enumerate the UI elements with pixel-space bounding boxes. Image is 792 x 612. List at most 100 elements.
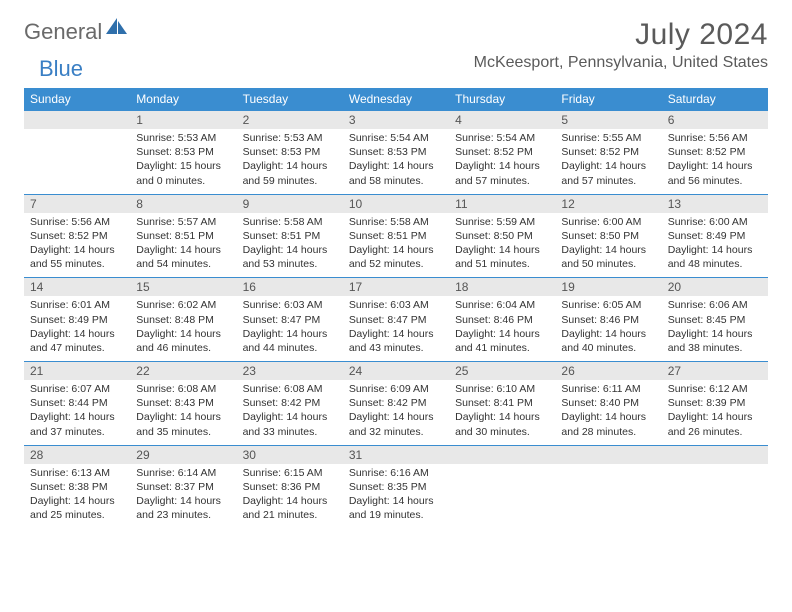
- daylight-text: Daylight: 14 hours and 35 minutes.: [136, 410, 230, 438]
- calendar-cell: 4Sunrise: 5:54 AMSunset: 8:52 PMDaylight…: [449, 110, 555, 194]
- day-body: Sunrise: 6:03 AMSunset: 8:47 PMDaylight:…: [343, 296, 449, 361]
- day-body: Sunrise: 5:56 AMSunset: 8:52 PMDaylight:…: [662, 129, 768, 194]
- sunrise-text: Sunrise: 5:56 AM: [668, 131, 762, 145]
- daylight-text: Daylight: 14 hours and 21 minutes.: [243, 494, 337, 522]
- daylight-text: Daylight: 14 hours and 30 minutes.: [455, 410, 549, 438]
- day-body: [662, 464, 768, 520]
- calendar-row: 7Sunrise: 5:56 AMSunset: 8:52 PMDaylight…: [24, 194, 768, 278]
- day-number: 12: [555, 194, 661, 213]
- sunrise-text: Sunrise: 6:16 AM: [349, 466, 443, 480]
- calendar-cell: 18Sunrise: 6:04 AMSunset: 8:46 PMDayligh…: [449, 277, 555, 361]
- sunset-text: Sunset: 8:38 PM: [30, 480, 124, 494]
- day-body: Sunrise: 6:08 AMSunset: 8:43 PMDaylight:…: [130, 380, 236, 445]
- day-number: 22: [130, 361, 236, 380]
- sunset-text: Sunset: 8:51 PM: [243, 229, 337, 243]
- calendar-cell: 22Sunrise: 6:08 AMSunset: 8:43 PMDayligh…: [130, 361, 236, 445]
- daylight-text: Daylight: 14 hours and 51 minutes.: [455, 243, 549, 271]
- calendar-cell: 15Sunrise: 6:02 AMSunset: 8:48 PMDayligh…: [130, 277, 236, 361]
- daylight-text: Daylight: 14 hours and 54 minutes.: [136, 243, 230, 271]
- day-number: [662, 445, 768, 464]
- sunset-text: Sunset: 8:50 PM: [455, 229, 549, 243]
- sunset-text: Sunset: 8:51 PM: [136, 229, 230, 243]
- sunset-text: Sunset: 8:41 PM: [455, 396, 549, 410]
- day-number: 16: [237, 277, 343, 296]
- calendar-cell: 28Sunrise: 6:13 AMSunset: 8:38 PMDayligh…: [24, 445, 130, 529]
- calendar-cell: 17Sunrise: 6:03 AMSunset: 8:47 PMDayligh…: [343, 277, 449, 361]
- sunset-text: Sunset: 8:44 PM: [30, 396, 124, 410]
- daylight-text: Daylight: 14 hours and 23 minutes.: [136, 494, 230, 522]
- sunrise-text: Sunrise: 6:12 AM: [668, 382, 762, 396]
- sunset-text: Sunset: 8:49 PM: [668, 229, 762, 243]
- daylight-text: Daylight: 14 hours and 43 minutes.: [349, 327, 443, 355]
- calendar-cell: 6Sunrise: 5:56 AMSunset: 8:52 PMDaylight…: [662, 110, 768, 194]
- day-body: Sunrise: 5:53 AMSunset: 8:53 PMDaylight:…: [237, 129, 343, 194]
- calendar-cell: [662, 445, 768, 529]
- weekday-header: Saturday: [662, 88, 768, 110]
- daylight-text: Daylight: 14 hours and 19 minutes.: [349, 494, 443, 522]
- sunset-text: Sunset: 8:53 PM: [349, 145, 443, 159]
- sunrise-text: Sunrise: 6:00 AM: [668, 215, 762, 229]
- day-body: Sunrise: 6:06 AMSunset: 8:45 PMDaylight:…: [662, 296, 768, 361]
- weekday-header: Thursday: [449, 88, 555, 110]
- calendar-cell: 29Sunrise: 6:14 AMSunset: 8:37 PMDayligh…: [130, 445, 236, 529]
- day-number: 15: [130, 277, 236, 296]
- day-number: 18: [449, 277, 555, 296]
- day-number: 14: [24, 277, 130, 296]
- day-number: 17: [343, 277, 449, 296]
- weekday-header: Tuesday: [237, 88, 343, 110]
- calendar-cell: 16Sunrise: 6:03 AMSunset: 8:47 PMDayligh…: [237, 277, 343, 361]
- sunset-text: Sunset: 8:46 PM: [561, 313, 655, 327]
- day-body: Sunrise: 5:59 AMSunset: 8:50 PMDaylight:…: [449, 213, 555, 278]
- day-body: Sunrise: 5:54 AMSunset: 8:53 PMDaylight:…: [343, 129, 449, 194]
- day-number: 6: [662, 110, 768, 129]
- sunrise-text: Sunrise: 6:04 AM: [455, 298, 549, 312]
- daylight-text: Daylight: 14 hours and 58 minutes.: [349, 159, 443, 187]
- calendar-cell: 10Sunrise: 5:58 AMSunset: 8:51 PMDayligh…: [343, 194, 449, 278]
- daylight-text: Daylight: 14 hours and 52 minutes.: [349, 243, 443, 271]
- sunset-text: Sunset: 8:47 PM: [243, 313, 337, 327]
- calendar-cell: 5Sunrise: 5:55 AMSunset: 8:52 PMDaylight…: [555, 110, 661, 194]
- month-title: July 2024: [474, 18, 768, 52]
- sunset-text: Sunset: 8:43 PM: [136, 396, 230, 410]
- sunset-text: Sunset: 8:40 PM: [561, 396, 655, 410]
- day-number: 2: [237, 110, 343, 129]
- day-number: 8: [130, 194, 236, 213]
- sunset-text: Sunset: 8:45 PM: [668, 313, 762, 327]
- day-number: 23: [237, 361, 343, 380]
- sunset-text: Sunset: 8:52 PM: [668, 145, 762, 159]
- calendar-cell: 11Sunrise: 5:59 AMSunset: 8:50 PMDayligh…: [449, 194, 555, 278]
- day-number: 24: [343, 361, 449, 380]
- weekday-header: Friday: [555, 88, 661, 110]
- day-body: Sunrise: 6:15 AMSunset: 8:36 PMDaylight:…: [237, 464, 343, 529]
- daylight-text: Daylight: 14 hours and 25 minutes.: [30, 494, 124, 522]
- sunrise-text: Sunrise: 6:08 AM: [136, 382, 230, 396]
- sunrise-text: Sunrise: 5:59 AM: [455, 215, 549, 229]
- sunrise-text: Sunrise: 6:02 AM: [136, 298, 230, 312]
- sunrise-text: Sunrise: 6:01 AM: [30, 298, 124, 312]
- daylight-text: Daylight: 14 hours and 57 minutes.: [561, 159, 655, 187]
- brand-logo: General: [24, 18, 128, 46]
- daylight-text: Daylight: 14 hours and 59 minutes.: [243, 159, 337, 187]
- calendar-cell: [555, 445, 661, 529]
- calendar-cell: 8Sunrise: 5:57 AMSunset: 8:51 PMDaylight…: [130, 194, 236, 278]
- sunrise-text: Sunrise: 6:14 AM: [136, 466, 230, 480]
- sunset-text: Sunset: 8:42 PM: [349, 396, 443, 410]
- calendar-cell: 26Sunrise: 6:11 AMSunset: 8:40 PMDayligh…: [555, 361, 661, 445]
- daylight-text: Daylight: 14 hours and 32 minutes.: [349, 410, 443, 438]
- calendar-cell: 19Sunrise: 6:05 AMSunset: 8:46 PMDayligh…: [555, 277, 661, 361]
- daylight-text: Daylight: 14 hours and 48 minutes.: [668, 243, 762, 271]
- sunrise-text: Sunrise: 6:06 AM: [668, 298, 762, 312]
- calendar-cell: 9Sunrise: 5:58 AMSunset: 8:51 PMDaylight…: [237, 194, 343, 278]
- sunset-text: Sunset: 8:52 PM: [561, 145, 655, 159]
- daylight-text: Daylight: 15 hours and 0 minutes.: [136, 159, 230, 187]
- sunset-text: Sunset: 8:53 PM: [243, 145, 337, 159]
- calendar-cell: 12Sunrise: 6:00 AMSunset: 8:50 PMDayligh…: [555, 194, 661, 278]
- sunset-text: Sunset: 8:46 PM: [455, 313, 549, 327]
- title-block: July 2024 McKeesport, Pennsylvania, Unit…: [474, 18, 768, 72]
- sunset-text: Sunset: 8:48 PM: [136, 313, 230, 327]
- sunset-text: Sunset: 8:35 PM: [349, 480, 443, 494]
- sunrise-text: Sunrise: 5:54 AM: [349, 131, 443, 145]
- sunset-text: Sunset: 8:36 PM: [243, 480, 337, 494]
- day-body: Sunrise: 6:14 AMSunset: 8:37 PMDaylight:…: [130, 464, 236, 529]
- day-body: Sunrise: 6:13 AMSunset: 8:38 PMDaylight:…: [24, 464, 130, 529]
